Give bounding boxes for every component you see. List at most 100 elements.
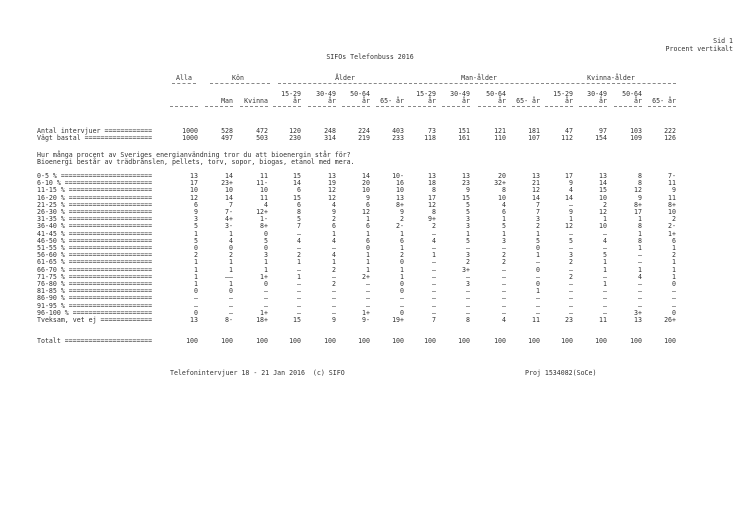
table-row-cell: 4+ [225, 215, 233, 224]
table-row-cell: 0 [229, 244, 233, 252]
base-row-cell: 222 [664, 127, 676, 135]
base-row-cell: 121 [494, 127, 506, 135]
column-header-line1: 50-64 [350, 90, 370, 98]
table-row-cell: –– [225, 272, 233, 281]
table-row-cell: 3 [569, 251, 573, 260]
table-row-label: 66-70 % ===================== [37, 265, 153, 274]
table-row-label: 56-60 % ===================== [37, 251, 153, 260]
table-row-cell: 3 [466, 222, 470, 231]
table-row-label: 81-85 % ===================== [37, 287, 153, 296]
table-row-cell: 2 [502, 251, 506, 260]
table-row-cell: 8 [638, 172, 642, 180]
table-row-cell: – [466, 272, 470, 281]
table-row-cell: 4 [432, 236, 436, 245]
table-row-cell: – [229, 308, 233, 317]
table-row-cell: 1 [400, 265, 404, 274]
column-header-line1: 15-29 [553, 90, 573, 98]
table-row-label: 96-100 % ==================== [37, 308, 153, 317]
table-row-cell: 2 [332, 280, 336, 288]
table-row-cell: 1 [194, 265, 198, 274]
table-row-cell: – [603, 294, 607, 303]
table-row-cell: – [502, 265, 506, 274]
table-row-cell: 1 [229, 229, 233, 238]
table-row-cell: 1 [229, 265, 233, 274]
table-row-cell: – [536, 294, 540, 303]
table-row-cell: 4 [603, 236, 607, 245]
table-row-cell: – [569, 200, 573, 209]
table-row-cell: 10 [190, 186, 198, 195]
total-row-cell: 100 [221, 337, 233, 345]
table-row-cell: 10 [260, 186, 268, 195]
column-header-line2: år [328, 97, 336, 105]
header-man-alder: Man-ålder [461, 74, 497, 82]
total-row-label: Totalt ====================== [37, 337, 153, 345]
table-row-cell: – [366, 294, 370, 303]
column-rule [512, 106, 540, 107]
table-row-cell: 14 [362, 172, 370, 180]
table-row-cell: 15 [293, 316, 301, 324]
table-row-cell: – [638, 258, 642, 267]
table-row-cell: 11 [668, 193, 676, 202]
table-row-cell: 13 [396, 193, 404, 202]
table-row-label: 76-80 % ===================== [37, 280, 153, 288]
table-row-cell: 5 [502, 222, 506, 231]
table-row-cell: 4 [638, 272, 642, 281]
base-row-label: Antal intervjuer ============ [37, 127, 153, 135]
table-row-cell: – [332, 294, 336, 303]
table-row-cell: – [502, 294, 506, 303]
table-row-cell: 2 [194, 251, 198, 260]
table-row-cell: – [638, 301, 642, 310]
table-row-cell: – [466, 294, 470, 303]
table-row-cell: – [603, 244, 607, 252]
table-row-cell: 3 [502, 236, 506, 245]
total-row-cell: 100 [494, 337, 506, 345]
table-row-cell: – [297, 308, 301, 317]
table-row-cell: 14 [293, 179, 301, 188]
table-row-cell: 15 [462, 193, 470, 202]
table-row-label: 0-5 % ======================= [37, 172, 153, 180]
column-header-line1: 15-29 [416, 90, 436, 98]
table-row-cell: 0 [264, 229, 268, 238]
table-row-label: 26-30 % ===================== [37, 208, 153, 216]
base-row-cell: 181 [528, 127, 540, 135]
table-row-cell: 21 [532, 179, 540, 188]
table-row-cell: 1 [297, 272, 301, 281]
table-row-cell: – [672, 294, 676, 303]
base-row-cell: 154 [595, 134, 607, 142]
table-row-cell: 13 [190, 172, 198, 180]
base-row-cell: 233 [392, 134, 404, 142]
column-header-line1: 30-49 [450, 90, 470, 98]
footer-left: Telefonintervjuer 18 - 21 Jan 2016 (c) S… [170, 369, 345, 377]
table-row-cell: 8+ [260, 222, 268, 231]
table-row-cell: 0 [264, 280, 268, 288]
table-row-cell: 8+ [668, 200, 676, 209]
header-kvinna-alder: Kvinna-ålder [587, 74, 635, 82]
table-row-cell: 2 [603, 200, 607, 209]
table-row-cell: 1 [400, 272, 404, 281]
table-row-cell: 9 [569, 179, 573, 188]
table-row-cell: 14 [532, 193, 540, 202]
base-row-cell: 1000 [182, 127, 198, 135]
table-row-cell: 1 [603, 258, 607, 267]
table-row-cell: 32+ [494, 179, 506, 188]
table-row-cell: 4 [332, 251, 336, 260]
column-header-line2: år [565, 97, 573, 105]
base-row-cell: 97 [599, 127, 607, 135]
table-row-cell: 8 [638, 179, 642, 188]
table-row-cell: 20 [362, 179, 370, 188]
table-row-cell: 15 [293, 193, 301, 202]
column-header-line1: 50-64 [486, 90, 506, 98]
page-number: Sid 1 [713, 37, 733, 45]
table-row-cell: 7 [432, 316, 436, 324]
table-row-cell: 1 [366, 251, 370, 260]
table-row-cell: 1 [432, 251, 436, 260]
table-row-cell: 3 [264, 251, 268, 260]
question-text-line1: Hur många procent av Sveriges energianvä… [37, 151, 351, 159]
table-row-cell: 15 [293, 172, 301, 180]
table-row-cell: – [400, 301, 404, 310]
table-row-cell: – [502, 308, 506, 317]
table-row-cell: 2 [297, 251, 301, 260]
table-row-cell: 10 [599, 193, 607, 202]
table-row-cell: 11- [256, 179, 268, 188]
